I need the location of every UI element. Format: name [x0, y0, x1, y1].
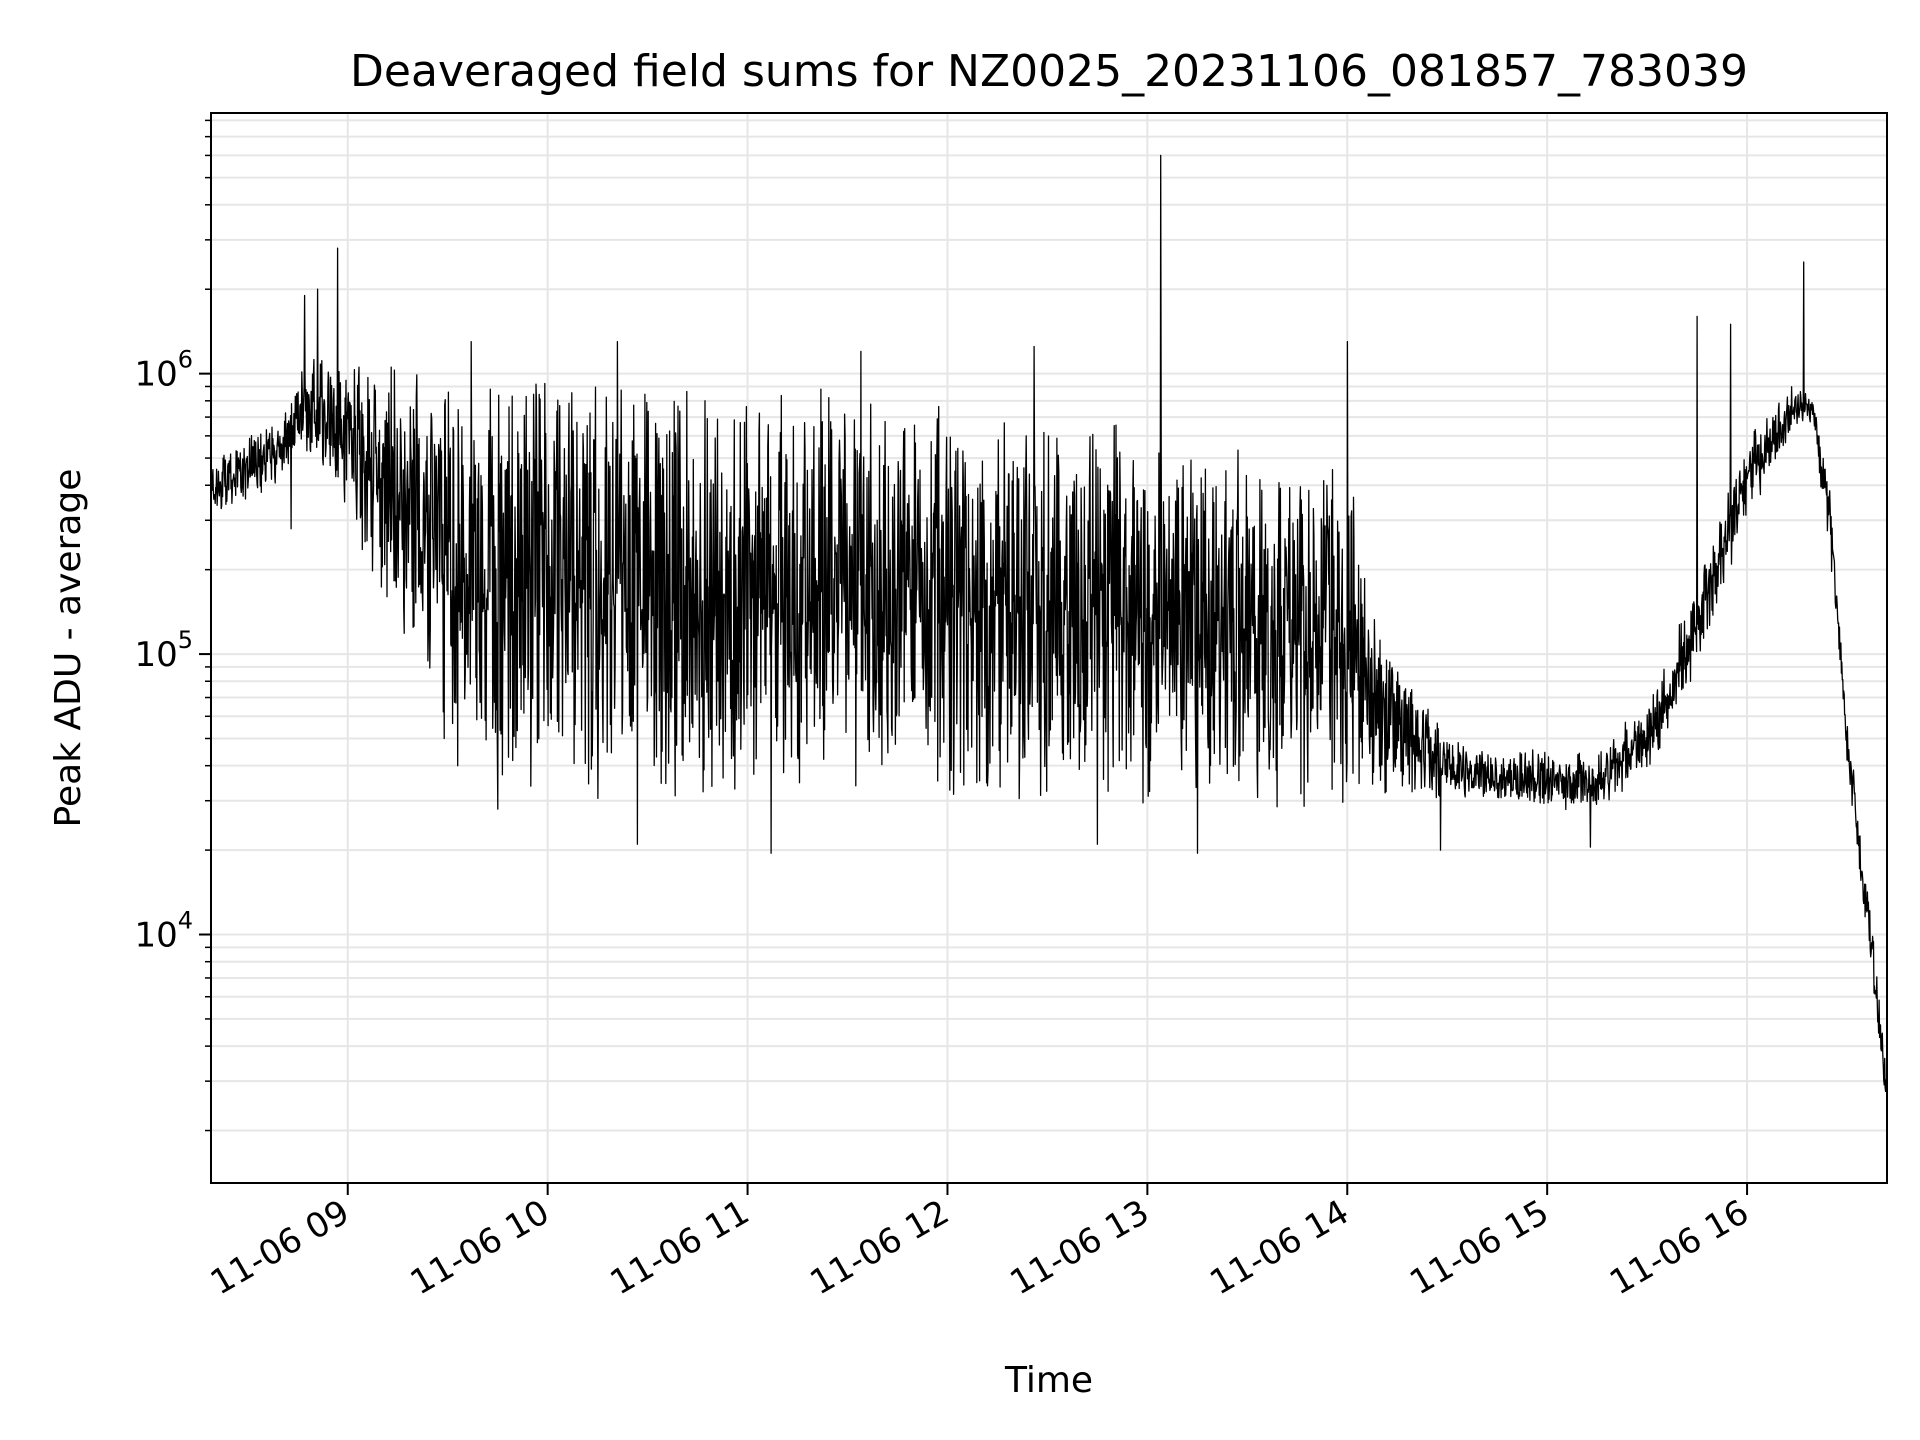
plot-frame [210, 112, 1888, 1184]
x-tick-label: 11-06 09 [204, 1192, 356, 1303]
x-axis-label: Time [1004, 1360, 1093, 1401]
x-tick-label: 11-06 11 [604, 1192, 756, 1303]
ticks: 11-06 09 11-06 10 11-06 11 11-06 12 11-06 13… [134, 119, 1756, 1303]
y-axis-label: Peak ADU - average [48, 469, 89, 828]
x-tick-label: 11-06 10 [404, 1192, 556, 1303]
x-tick-label: 11-06 15 [1403, 1192, 1555, 1303]
chart-title: Deaveraged field sums for NZ0025_2023110… [350, 46, 1748, 97]
series [210, 154, 1888, 1093]
y-tick-label: 104 [134, 907, 193, 956]
series-line [210, 154, 1888, 1093]
x-tick-label: 11-06 13 [1003, 1192, 1155, 1303]
x-tick-label: 11-06 12 [804, 1192, 956, 1303]
y-tick-label: 105 [134, 626, 193, 675]
x-tick-label: 11-06 14 [1203, 1192, 1355, 1303]
x-tick-label: 11-06 16 [1603, 1192, 1755, 1303]
y-tick-label: 106 [134, 346, 193, 395]
